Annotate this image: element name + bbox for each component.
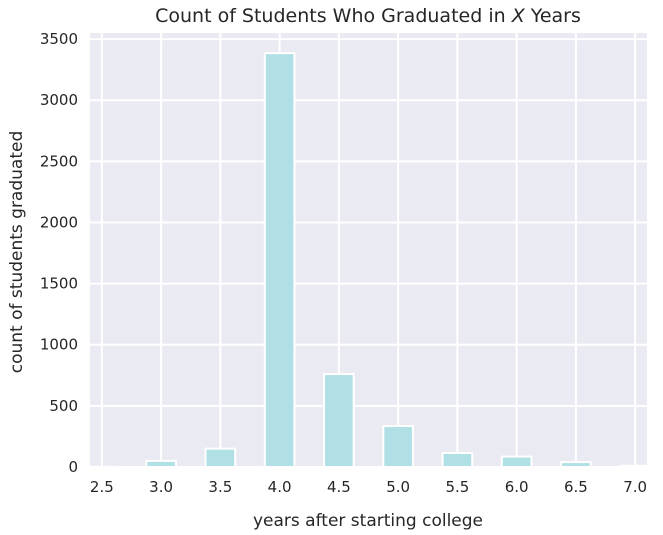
bar — [382, 425, 414, 469]
title-prefix: Count of Students Who Graduated in — [155, 5, 512, 27]
y-tick-label: 3500 — [40, 30, 78, 48]
x-tick-label: 5.5 — [445, 478, 469, 496]
y-tick-label: 500 — [49, 397, 78, 415]
x-tick-label: 3.0 — [149, 478, 173, 496]
x-axis-label: years after starting college — [253, 511, 483, 531]
x-tick-label: 6.0 — [505, 478, 529, 496]
x-tick-label: 7.0 — [623, 478, 647, 496]
bar — [145, 459, 177, 469]
x-tick-labels: 2.5 3.0 3.5 4.0 4.5 5.0 5.5 6.0 6.5 7.0 — [90, 478, 647, 496]
x-tick-label: 3.5 — [208, 478, 232, 496]
y-tick-label: 2000 — [40, 213, 78, 231]
bar — [323, 373, 355, 468]
y-tick-label: 2500 — [40, 152, 78, 170]
chart-title: Count of Students Who Graduated in X Yea… — [155, 5, 581, 27]
title-variable: X — [511, 5, 526, 27]
bar — [619, 464, 651, 469]
y-tick-label: 3000 — [40, 91, 78, 109]
bars — [86, 52, 651, 469]
y-tick-label: 1500 — [40, 275, 78, 293]
y-tick-labels: 0 500 1000 1500 2000 2500 3000 3500 — [40, 30, 78, 476]
bar — [560, 461, 592, 469]
x-tick-label: 2.5 — [90, 478, 114, 496]
plot-area — [90, 33, 647, 467]
bar — [263, 52, 296, 468]
x-tick-label: 5.0 — [386, 478, 410, 496]
x-tick-label: 6.5 — [564, 478, 588, 496]
title-suffix: Years — [525, 5, 581, 27]
bar — [204, 447, 237, 468]
bar — [441, 451, 474, 469]
bar — [500, 455, 533, 469]
x-tick-label: 4.5 — [327, 478, 351, 496]
y-axis-label: count of students graduated — [7, 131, 27, 374]
y-tick-label: 0 — [68, 458, 78, 476]
y-tick-label: 1000 — [40, 336, 78, 354]
x-tick-label: 4.0 — [268, 478, 292, 496]
